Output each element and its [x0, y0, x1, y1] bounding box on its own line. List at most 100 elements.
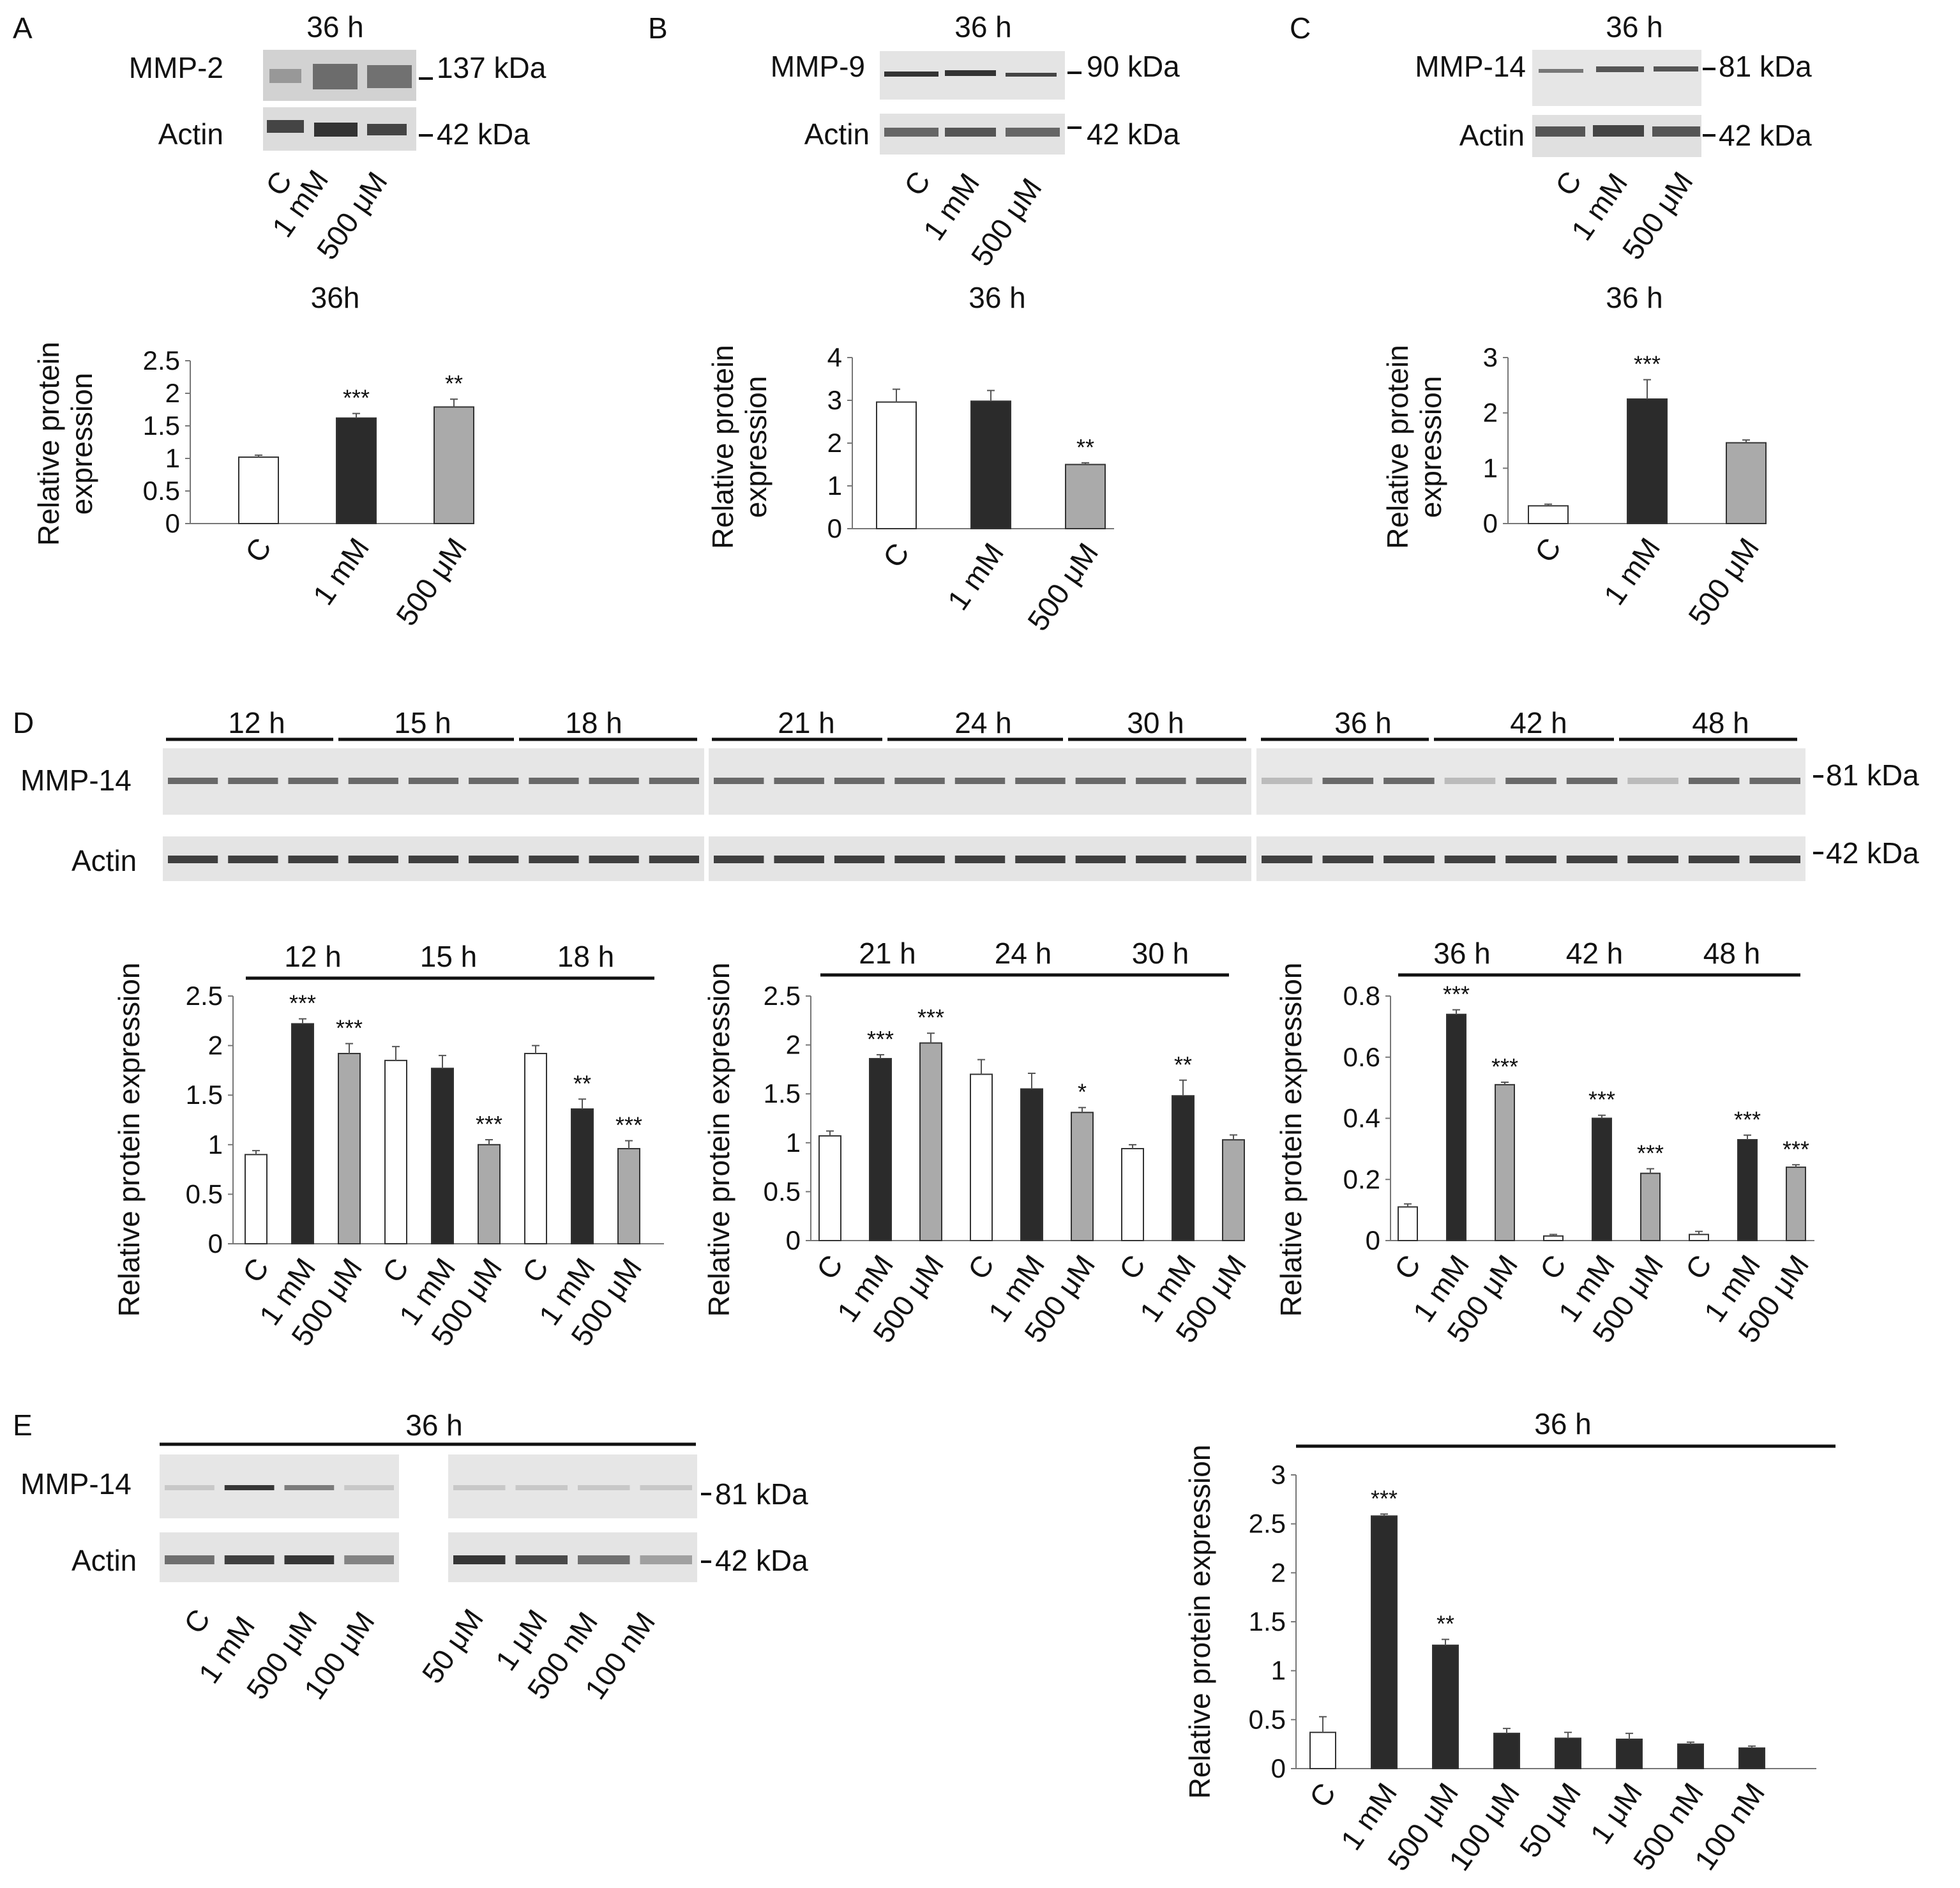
- blot-band: [168, 856, 218, 863]
- blot-band: [1262, 778, 1313, 784]
- time-header: 30 h: [1127, 706, 1184, 739]
- y-tick-label: 1.5: [1249, 1606, 1286, 1636]
- bar: [1309, 1732, 1336, 1769]
- significance-label: ***: [1637, 1140, 1664, 1166]
- panel-letter-b: B: [648, 11, 668, 45]
- significance-label: ***: [1588, 1087, 1615, 1113]
- blot-label-actin: Actin: [72, 1544, 137, 1577]
- bar: [869, 1058, 892, 1241]
- y-tick-label: 0: [1366, 1225, 1380, 1255]
- category-label: C: [1302, 1777, 1342, 1813]
- y-tick-label: 0.4: [1343, 1103, 1380, 1133]
- category-label: C: [1528, 532, 1567, 568]
- category-label: 1 mM: [1597, 532, 1667, 611]
- bar: [245, 1154, 268, 1244]
- chart-e: 36 h Relative protein expression 0 0.5 1 1.5 2…: [1183, 1407, 1836, 1877]
- blot-band: [367, 65, 412, 88]
- y-tick-label: 0.8: [1343, 981, 1380, 1011]
- panel-letter-e: E: [13, 1408, 33, 1442]
- significance-label: ***: [1734, 1106, 1761, 1133]
- blot-band: [1196, 778, 1246, 784]
- category-label: C: [961, 1249, 1000, 1285]
- blot-band: [578, 1555, 630, 1564]
- category-label: C: [515, 1252, 555, 1288]
- time-header: 24 h: [954, 706, 1012, 739]
- y-tick-label: 0: [165, 508, 180, 538]
- blot-label-actin: Actin: [1459, 119, 1525, 152]
- significance-label: ***: [1371, 1485, 1398, 1511]
- blot-band: [1136, 778, 1186, 784]
- time-header: 48 h: [1692, 706, 1749, 739]
- blot-band: [228, 856, 278, 863]
- blot-band: [1322, 778, 1374, 784]
- blot-label-actin: Actin: [158, 117, 223, 151]
- panel-c-blot: MMP-14 Actin 81 kDa 42 kDa C 1 mM 500 μM: [1415, 50, 1812, 266]
- kda-label-81: 81 kDa: [1719, 50, 1812, 83]
- y-axis-label: Relative protein: [706, 345, 739, 549]
- blot-band: [367, 124, 407, 135]
- chart-b: 36 h Relative protein expression 0 1 2 3 4 C 1 mM…: [706, 281, 1114, 637]
- blot-band: [1539, 69, 1583, 73]
- significance-label: ***: [867, 1026, 894, 1052]
- y-tick-label: 1.5: [186, 1080, 223, 1110]
- y-tick-label: 0: [827, 513, 842, 543]
- significance-label: **: [445, 370, 463, 396]
- kda-label-42: 42 kDa: [437, 117, 530, 151]
- blot-band: [954, 778, 1006, 784]
- blot-band: [894, 856, 945, 863]
- y-axis-label: Relative protein expression: [1274, 963, 1308, 1317]
- bar: [1495, 1084, 1515, 1242]
- y-tick-label: 2.5: [186, 981, 223, 1011]
- lane-label: 50 μM: [416, 1603, 490, 1689]
- kda-label-42: 42 kDa: [1087, 117, 1180, 151]
- bar: [970, 400, 1011, 530]
- panel-e-blot-lane-labels: C 1 mM 500 μM 100 μM 50 μM 1 μM 500 nM 1…: [177, 1603, 662, 1705]
- time-header: 12 h: [228, 706, 285, 739]
- lane-label: C: [1549, 165, 1588, 202]
- group-label: 30 h: [1132, 937, 1189, 970]
- blot-band: [1505, 856, 1557, 863]
- significance-label: **: [1174, 1052, 1192, 1078]
- category-label: C: [810, 1249, 849, 1285]
- blot-band: [267, 120, 304, 133]
- bar: [338, 1053, 361, 1244]
- blot-band: [529, 856, 579, 863]
- y-tick-label: 1: [786, 1128, 801, 1158]
- panel-a-time-header: 36 h: [306, 10, 364, 43]
- bar: [238, 456, 279, 525]
- blot-band: [894, 778, 945, 784]
- significance-label: ***: [343, 385, 370, 411]
- category-label: 500 μM: [1021, 537, 1104, 637]
- blot-band: [774, 778, 824, 784]
- group-label: 15 h: [420, 940, 478, 973]
- blot-band: [1688, 856, 1740, 863]
- blot-band: [954, 856, 1006, 863]
- significance-label: ***: [917, 1004, 944, 1031]
- significance-label: ***: [615, 1112, 642, 1138]
- bar: [433, 406, 474, 524]
- blot-band: [1383, 778, 1435, 784]
- blot-band: [453, 1555, 506, 1564]
- blot-label-mmp9: MMP-9: [771, 50, 865, 83]
- blot-strip-mmp14-2: [448, 1454, 697, 1518]
- y-tick-label: 1: [165, 443, 180, 473]
- bar: [291, 1023, 314, 1245]
- significance-label: **: [573, 1070, 591, 1096]
- blot-band: [1566, 856, 1618, 863]
- blot-strip-mmp14: [1532, 50, 1701, 106]
- bar: [431, 1068, 454, 1245]
- time-header: 15 h: [394, 706, 451, 739]
- bar: [1592, 1117, 1612, 1241]
- bar: [571, 1108, 594, 1244]
- y-tick-label: 2: [165, 378, 180, 408]
- category-label: C: [238, 532, 278, 568]
- blot-band: [649, 856, 699, 863]
- blot-band: [1593, 125, 1644, 137]
- y-tick-label: 2.5: [764, 981, 801, 1011]
- chart-title: 36 h: [1606, 281, 1663, 314]
- blot-band: [228, 778, 278, 784]
- category-label: C: [1678, 1249, 1718, 1285]
- blot-band: [640, 1485, 692, 1490]
- kda-label-81: 81 kDa: [715, 1477, 808, 1511]
- y-tick-label: 0: [1271, 1753, 1286, 1783]
